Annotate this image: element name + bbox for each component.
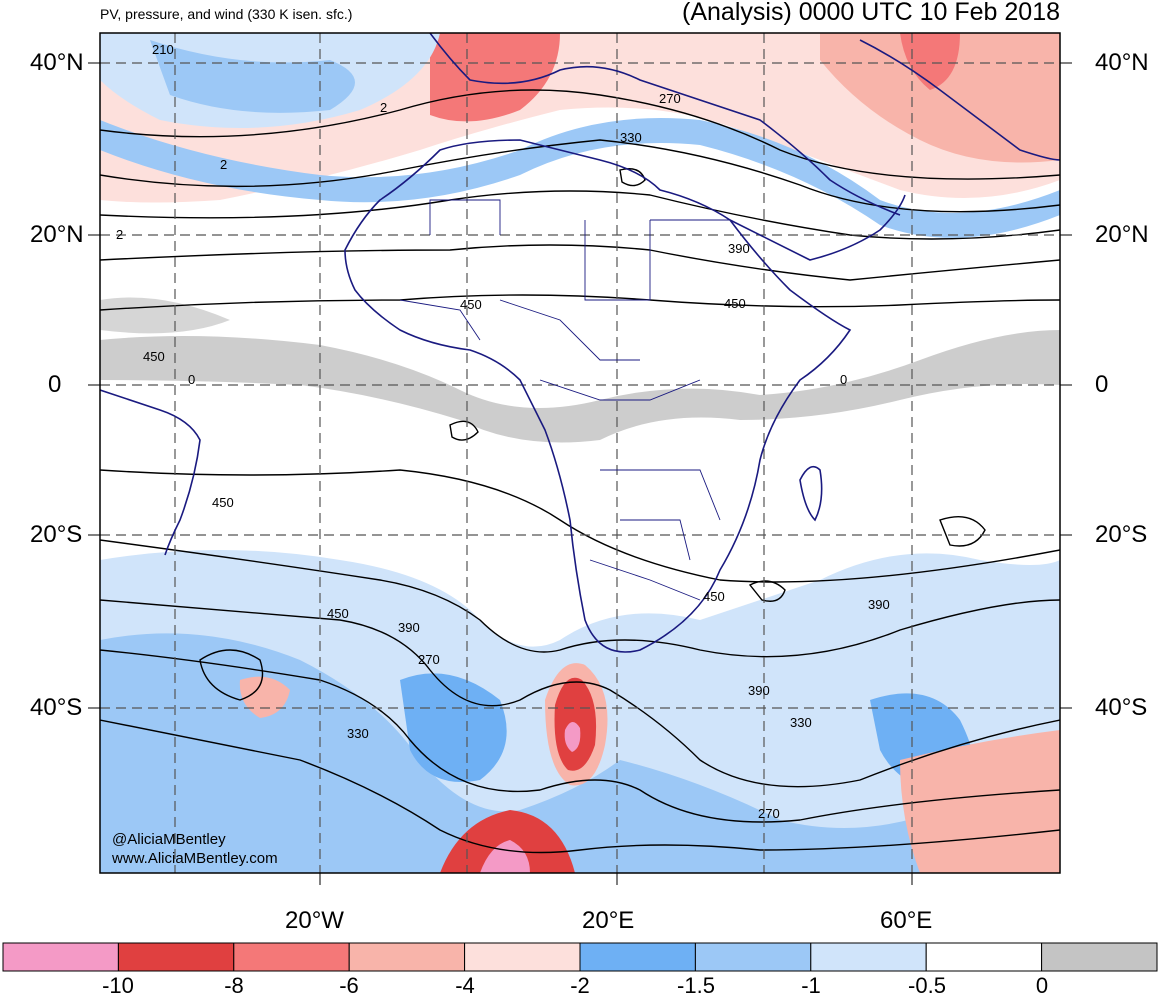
- colorbar-tick-label: -1.5: [677, 973, 715, 998]
- contour-label: 270: [758, 806, 780, 821]
- colorbar-tick-label: -4: [455, 973, 475, 998]
- pv-shade-blue-south-deep: [400, 673, 507, 782]
- colorbar-box: [925, 942, 1043, 972]
- contour-label: 450: [143, 349, 165, 364]
- lat-label-right-20n: 20°N: [1095, 221, 1149, 248]
- coastlines: [100, 33, 1060, 653]
- contour-label: 270: [418, 652, 440, 667]
- colorbar-box: [579, 942, 696, 972]
- map-frame: [99, 32, 1061, 874]
- figure-title-right: (Analysis) 0000 UTC 10 Feb 2018: [682, 0, 1060, 26]
- contour-label: 450: [212, 495, 234, 510]
- lon-label-60e: 60°E: [880, 907, 933, 934]
- pv-shade-red-northeast: [820, 33, 1060, 163]
- lon-label-20w: 20°W: [285, 907, 344, 934]
- contour-label: 390: [868, 597, 890, 612]
- contour-label: 330: [620, 130, 642, 145]
- colorbar-box: [2, 942, 119, 972]
- colorbar-tick-label: -2: [570, 973, 590, 998]
- colorbar-tick-label: 0: [1035, 973, 1049, 998]
- colorbar-box: [694, 942, 812, 972]
- lat-label-right-40n: 40°N: [1095, 49, 1149, 76]
- contour-label: 0: [840, 372, 848, 387]
- colorbar-tick-label: -0.5: [908, 973, 946, 998]
- pv-shade-red-cutoff-1-peak: [564, 721, 581, 752]
- watermark-handle: @AliciaMBentley: [112, 831, 226, 848]
- axis-ticks: [88, 62, 1072, 885]
- colorbar-box: [810, 942, 927, 972]
- pv-shade-blue-northwest-inner: [150, 40, 355, 113]
- contour-label: 390: [728, 241, 750, 256]
- pv-shade-blue-south-mid: [100, 633, 1060, 873]
- pv-shade-gray-west: [100, 297, 230, 334]
- contour-label: 450: [327, 606, 349, 621]
- colorbar-tick-label: -1: [801, 973, 821, 998]
- country-borders: [399, 199, 730, 601]
- lat-label-right-40s: 40°S: [1095, 694, 1148, 721]
- pv-shade-red-southeast: [900, 730, 1060, 873]
- contour-label: 450: [724, 296, 746, 311]
- contour-label: 330: [790, 715, 812, 730]
- contour-label: 210: [152, 42, 174, 57]
- lat-label-left-40n: 40°N: [30, 49, 84, 76]
- contour-label: 450: [703, 589, 725, 604]
- colorbar-box: [348, 942, 466, 972]
- watermark-site: www.AliciaMBentley.com: [112, 850, 278, 867]
- pv-shade-red-cutoff-2-peak: [480, 840, 530, 873]
- colorbar: [2, 942, 1158, 972]
- lat-label-left-40s: 40°S: [30, 694, 83, 721]
- colorbar-box: [464, 942, 581, 972]
- contour-label: 0: [188, 372, 196, 387]
- colorbar-box: [117, 942, 235, 972]
- colorbar-tick-label: -6: [339, 973, 359, 998]
- contour-label: 2: [380, 100, 388, 115]
- contour-label: 450: [460, 297, 482, 312]
- lat-label-right-20s: 20°S: [1095, 521, 1148, 548]
- contour-label: 390: [748, 683, 770, 698]
- contour-label: 330: [347, 726, 369, 741]
- colorbar-tick-label: -10: [102, 973, 134, 998]
- colorbar-box: [1041, 942, 1158, 972]
- figure-title-left: PV, pressure, and wind (330 K isen. sfc.…: [100, 6, 353, 22]
- lon-label-20e: 20°E: [582, 907, 635, 934]
- contour-label: 2: [116, 227, 124, 242]
- contour-label: 390: [398, 620, 420, 635]
- pv-shade-red-northeast-inner: [900, 33, 960, 90]
- contour-label: 2: [220, 157, 228, 172]
- pv-shade-red-north-inner: [430, 33, 560, 122]
- lat-label-left-20n: 20°N: [30, 221, 84, 248]
- lat-label-left-eq: 0: [48, 371, 62, 398]
- pressure-contours: [100, 89, 1060, 854]
- colorbar-box: [233, 942, 350, 972]
- lat-label-right-eq: 0: [1095, 371, 1109, 398]
- contour-label: 270: [659, 91, 681, 106]
- colorbar-tick-label: -8: [224, 973, 244, 998]
- lat-label-left-20s: 20°S: [30, 521, 83, 548]
- pv-shade-gray-tropics: [100, 330, 1060, 443]
